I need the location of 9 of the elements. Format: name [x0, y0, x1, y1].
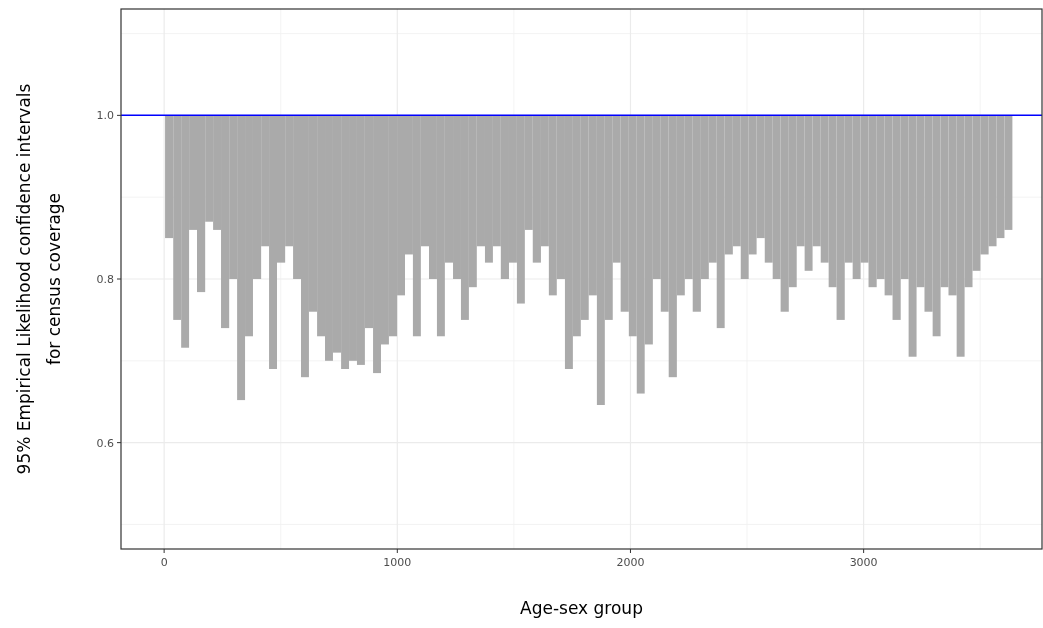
x-tick-label: 2000	[616, 556, 645, 569]
x-tick-label: 1000	[383, 556, 412, 569]
x-tick-label: 0	[160, 556, 168, 569]
y-axis-title: 95% Empirical Likelihood confidence intervals for census coverage	[14, 83, 64, 475]
y-tick-label: 0.6	[96, 436, 114, 450]
x-axis-title: Age-sex group	[520, 598, 643, 618]
y-tick-label: 0.8	[96, 273, 114, 286]
y-tick-label: 1.0	[96, 109, 114, 123]
x-tick-label: 3000	[849, 556, 878, 569]
